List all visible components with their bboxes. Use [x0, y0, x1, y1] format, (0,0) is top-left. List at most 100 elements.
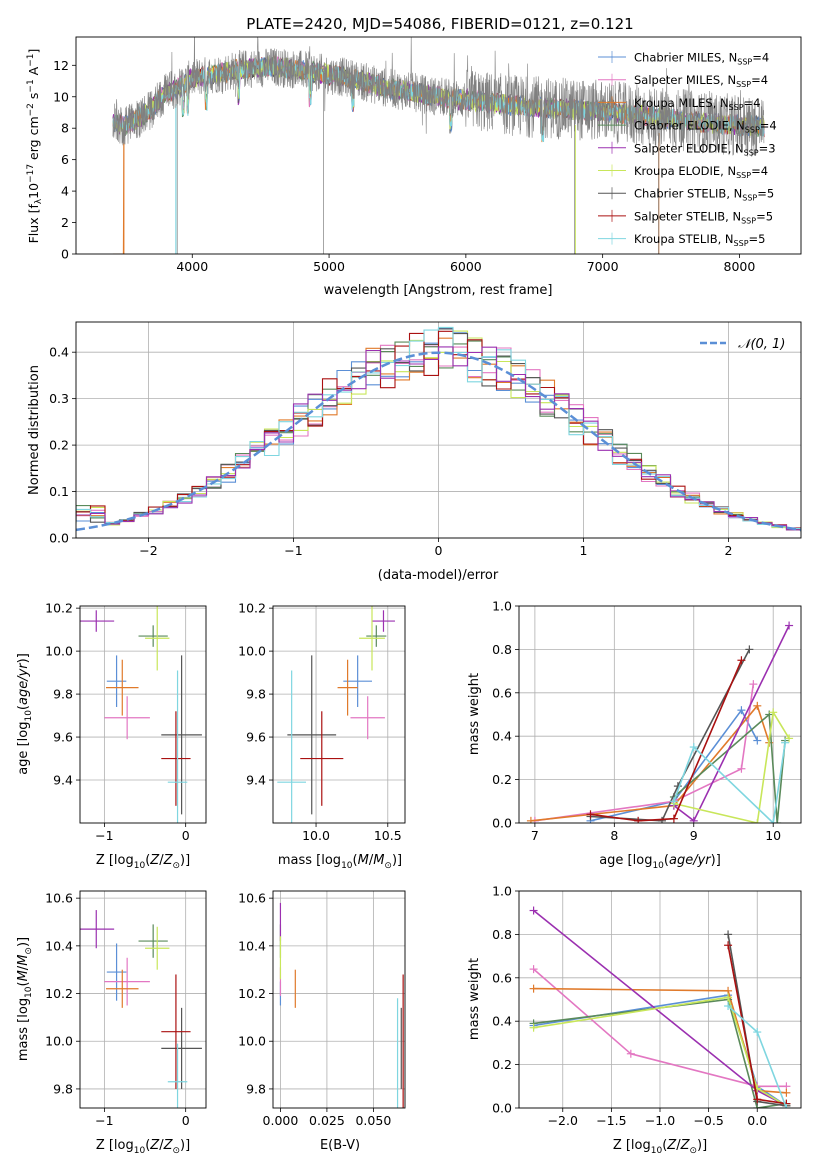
plot-content-spectrum: [112, 37, 765, 254]
y-tick-label: 0.8: [492, 642, 512, 657]
weight-series-line: [533, 998, 787, 1108]
legend-label: 𝒩(0, 1): [738, 337, 785, 352]
weight-point-marker: [781, 738, 790, 747]
x-tick-label: 0.025: [309, 1113, 345, 1128]
errorbar-point: [287, 655, 337, 815]
plot-area-mass_vs_Z: [80, 891, 206, 1108]
y-tick-label: 9.4: [53, 773, 73, 788]
y-tick-label: 12: [53, 58, 69, 73]
y-tick-label: 10.0: [45, 1034, 73, 1049]
weight-point-marker: [689, 816, 698, 823]
weight-series-line: [530, 704, 770, 822]
normal-distribution-curve: [76, 351, 801, 532]
errorbar-point: [161, 974, 191, 1089]
y-tick-label: 10.0: [45, 644, 73, 659]
plot-content-age_vs_Z: [80, 606, 202, 823]
x-tick-label: 10: [765, 828, 781, 843]
y-tick-label: 0.4: [492, 729, 512, 744]
y-tick-label: 9.6: [246, 730, 266, 745]
weight-point-marker: [529, 984, 538, 993]
y-tick-label: 10.6: [45, 891, 73, 906]
y-axis-label-spectrum: Flux [fλ10−17 erg cm−2 s−1 A−1]: [26, 49, 44, 244]
axes-spectrum: 4000 5000 6000 7000 8000 0 2 4 6 8 10 12: [53, 36, 802, 274]
y-tick-label: 0.8: [492, 927, 512, 942]
weight-point-marker: [626, 1049, 635, 1058]
errorbar-point: [350, 696, 385, 740]
weight-point-marker: [753, 819, 762, 823]
weight-point-marker: [657, 816, 666, 823]
y-tick-label: 9.6: [53, 730, 73, 745]
y-tick-label: 0.1: [49, 484, 69, 499]
weight-point-marker: [737, 764, 746, 773]
plot-area-age_vs_Z: [80, 606, 206, 823]
plot-area-age_vs_mass: [273, 606, 405, 823]
x-axis-label-metallicity: Z [log10(Z/Z⊙)]: [96, 853, 190, 871]
errorbar-point: [145, 606, 170, 671]
axes-mass_vs_Z: −1 0 9.8 10.0 10.2 10.4 10.6: [45, 890, 207, 1128]
y-tick-label: 0.2: [492, 772, 512, 787]
x-tick-label: 0: [182, 1113, 190, 1128]
frame-weight_vs_age: 7 8 9 10 0.0 0.2 0.4 0.6 0.8 1.0: [492, 599, 802, 843]
weight-point-marker: [753, 736, 762, 745]
x-tick-label: 5000: [313, 259, 345, 274]
x-tick-label: 7: [531, 828, 539, 843]
x-tick-label: −1: [95, 1113, 113, 1128]
legend-label: Kroupa MILES, NSSP=4: [634, 96, 760, 112]
weight-series-line: [534, 683, 755, 822]
errorbar-point: [161, 1007, 202, 1089]
x-tick-label: −2: [139, 543, 157, 558]
y-tick-label: 9.8: [53, 1081, 73, 1096]
axes-frame: [79, 605, 207, 824]
errorbar-point: [300, 711, 344, 806]
x-tick-label: 9: [690, 828, 698, 843]
y-tick-label: 0.0: [492, 816, 512, 831]
plot-content-mass_vs_ebv: [279, 902, 404, 1108]
y-tick-label: 10.4: [45, 938, 73, 953]
weight-point-marker: [782, 1088, 791, 1097]
x-tick-label: 0: [182, 828, 190, 843]
y-tick-label: 6: [61, 152, 69, 167]
errorbar-point: [80, 910, 115, 949]
y-tick-label: 10.2: [45, 986, 73, 1001]
axes-frame: [272, 605, 406, 824]
y-tick-label: 0.3: [49, 391, 69, 406]
plot-area-mass_vs_ebv: [273, 891, 405, 1108]
axes-residuals: −2 −1 0 1 2 0.0 0.1 0.2 0.3 0.4: [49, 321, 802, 558]
errorbar-point: [161, 655, 202, 815]
axes-frame: [79, 890, 207, 1109]
weight-point-marker: [526, 816, 535, 823]
figure-title: PLATE=2420, MJD=54086, FIBERID=0121, z=0…: [246, 15, 633, 33]
frame-spectrum: 4000 5000 6000 7000 8000 0 2 4 6 8 10 12: [53, 36, 802, 274]
legend-label: Salpeter STELIB, NSSP=5: [634, 209, 773, 225]
x-tick-label: 7000: [587, 259, 619, 274]
x-axis-label-age: age [log10(age/yr)]: [599, 853, 721, 871]
errorbar-point: [167, 670, 188, 823]
axes-weight_vs_Z: −2.0 −1.5 −1.0 −0.5 0.0 0.0 0.2 0.4 0.6 0.8 1.0: [492, 884, 802, 1128]
errorbar-point: [106, 659, 139, 716]
x-tick-label: −2.0: [548, 1113, 578, 1128]
residuals-legend: 𝒩(0, 1): [700, 337, 785, 352]
errorbar-point: [366, 625, 387, 647]
weight-point-marker: [745, 645, 754, 654]
weight-series-line: [673, 742, 786, 823]
y-tick-label: 10.0: [238, 1034, 266, 1049]
y-tick-label: 0: [61, 247, 69, 262]
legend-label: Kroupa ELODIE, NSSP=4: [634, 164, 768, 180]
weight-point-marker: [769, 819, 778, 823]
x-axis-label-metallicity: Z [log10(Z/Z⊙)]: [613, 1138, 707, 1156]
y-tick-label: 0.4: [49, 345, 69, 360]
errorbar-point: [337, 659, 358, 716]
y-axis-label-residuals: Normed distribution: [27, 365, 42, 495]
x-tick-label: −1: [284, 543, 302, 558]
weight-point-marker: [724, 993, 733, 1002]
axes-age_vs_Z: −1 0 9.4 9.6 9.8 10.0 10.2: [45, 601, 207, 843]
errorbar-point: [167, 1043, 188, 1108]
y-tick-label: 0.2: [49, 438, 69, 453]
weight-point-marker: [737, 656, 746, 665]
x-tick-label: 4000: [176, 259, 208, 274]
axes-mass_vs_ebv: 0.000 0.025 0.050 9.8 10.0 10.2 10.4 10.6: [238, 890, 406, 1128]
weight-point-marker: [669, 797, 678, 806]
errorbar-point: [104, 696, 150, 740]
errorbar-point: [277, 670, 306, 823]
